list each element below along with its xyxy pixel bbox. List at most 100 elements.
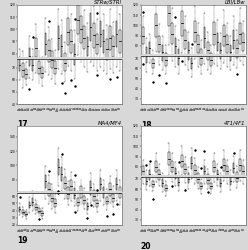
Bar [217,34,218,53]
Bar [204,28,205,48]
Bar [210,183,212,189]
Bar [67,18,69,45]
Bar [19,207,20,212]
Bar [213,22,215,46]
Bar [217,172,218,180]
Bar [168,154,170,167]
Bar [230,178,231,184]
Bar [184,30,186,50]
Bar [58,159,59,175]
Bar [116,22,117,47]
Bar [70,30,72,53]
Bar [233,32,234,52]
Bar [41,67,43,78]
Bar [142,28,144,44]
Bar [93,190,95,198]
Bar [220,45,221,59]
Text: STRw/STRl: STRw/STRl [94,0,122,4]
Bar [80,16,82,43]
Bar [113,36,114,56]
Bar [220,178,221,185]
Bar [35,40,37,59]
Bar [45,35,46,57]
Bar [99,180,101,192]
Bar [223,159,225,171]
Bar [32,57,33,69]
Bar [29,200,30,206]
Bar [77,5,79,34]
Bar [146,176,147,183]
Bar [207,176,209,184]
Bar [191,156,192,169]
Bar [178,176,180,184]
Bar [184,164,186,174]
Bar [64,177,66,188]
Bar [48,42,50,62]
Bar [213,161,215,172]
Bar [109,183,111,194]
Bar [162,178,163,185]
Bar [41,65,43,76]
Bar [32,196,33,204]
Bar [22,208,24,212]
Bar [178,178,180,186]
Bar [41,210,43,214]
Bar [178,52,180,65]
Bar [175,40,176,56]
Bar [87,38,88,58]
Bar [70,32,72,55]
Bar [236,40,238,56]
Bar [197,35,199,52]
Bar [162,46,163,59]
Bar [239,25,241,46]
Bar [243,166,244,175]
Bar [67,20,69,47]
Text: 17: 17 [17,120,28,129]
Bar [25,67,27,77]
Bar [29,202,30,208]
Bar [152,181,154,187]
Bar [67,188,69,197]
Bar [64,55,66,71]
Bar [77,198,79,206]
Bar [210,54,212,66]
Bar [178,50,180,63]
Bar [184,32,186,52]
Bar [239,23,241,44]
Bar [58,28,59,52]
Bar [187,42,189,58]
Bar [210,52,212,64]
Bar [175,38,176,54]
Bar [220,180,221,187]
Bar [194,165,196,175]
Bar [109,26,111,50]
Bar [220,43,221,57]
Bar [236,172,238,180]
Bar [51,191,53,200]
Bar [181,11,183,36]
Bar [64,53,66,69]
Bar [197,173,199,181]
Bar [45,177,46,190]
Bar [19,59,20,71]
Bar [116,178,117,190]
Bar [233,30,234,50]
Bar [152,57,154,66]
Bar [83,194,85,202]
Bar [191,56,192,67]
Bar [48,183,50,194]
Bar [29,50,30,66]
Bar [25,212,27,216]
Bar [116,23,117,49]
Bar [70,180,72,192]
Bar [200,50,202,63]
Text: 4T1/4F1: 4T1/4F1 [224,120,246,126]
Bar [230,46,231,59]
Bar [32,59,33,71]
Bar [146,50,147,63]
Bar [109,185,111,196]
Bar [207,42,209,58]
Bar [74,190,75,200]
Bar [152,179,154,185]
Bar [200,183,202,189]
